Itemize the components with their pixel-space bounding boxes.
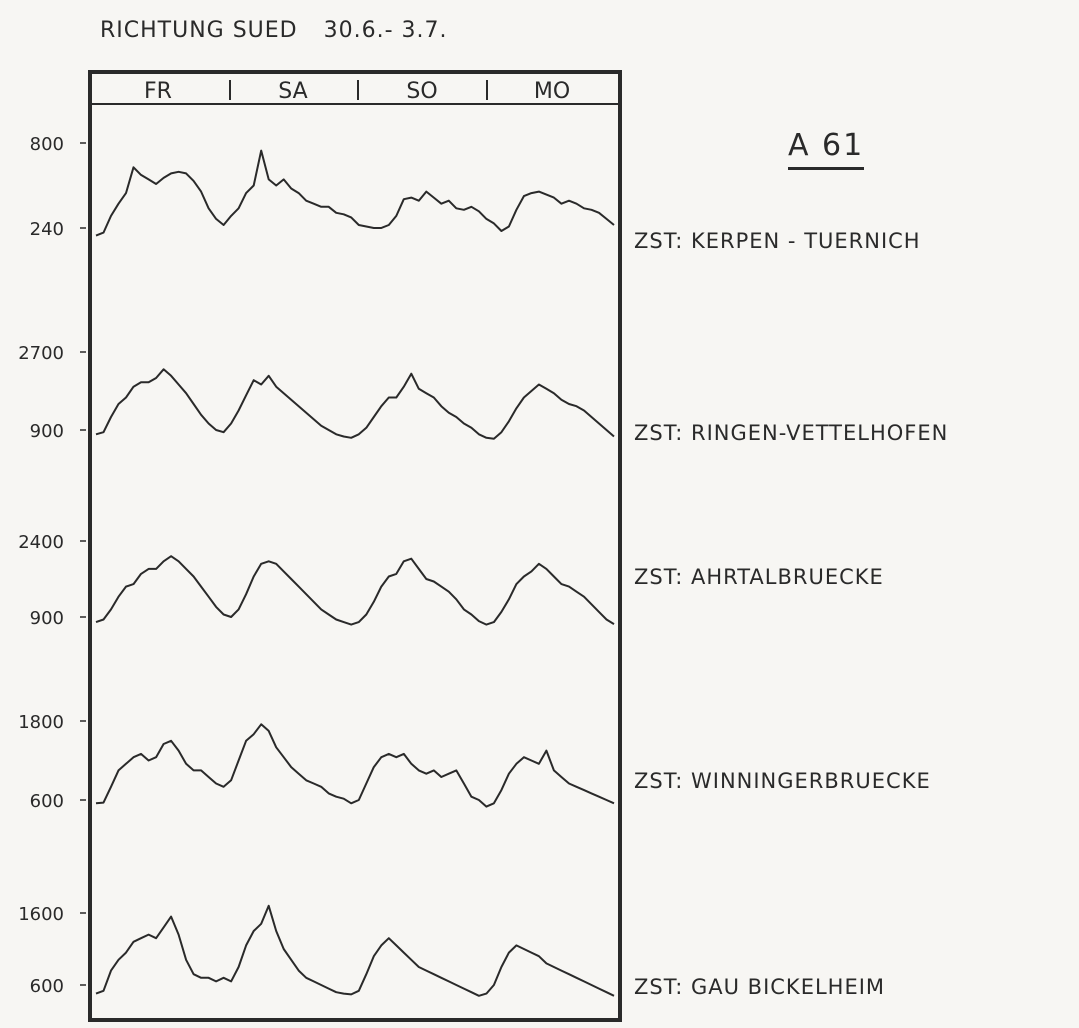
chart-title: RICHTUNG SUED 30.6.- 3.7. bbox=[100, 18, 448, 43]
station-label-2: ZST: RINGEN-VETTELHOFEN bbox=[634, 421, 948, 445]
ytick-label-5-2: 600 bbox=[30, 976, 64, 997]
ytick-label-1-2: 240 bbox=[30, 219, 64, 240]
station-label-5: ZST: GAU BICKELHEIM bbox=[634, 975, 885, 999]
station-label-3: ZST: AHRTALBRUECKE bbox=[634, 565, 884, 589]
series-line-5 bbox=[95, 904, 615, 997]
series-line-3 bbox=[95, 555, 615, 626]
station-label-4: ZST: WINNINGERBRUECKE bbox=[634, 769, 931, 793]
day-label-mo: MO bbox=[534, 79, 570, 104]
route-label: A 61 bbox=[788, 128, 865, 170]
ytick-label-2-1: 2700 bbox=[18, 343, 64, 364]
date-range-label: 30.6.- 3.7. bbox=[323, 18, 448, 43]
ytick-label-4-1: 1800 bbox=[18, 712, 64, 733]
ytick-label-2-2: 900 bbox=[30, 421, 64, 442]
direction-label: RICHTUNG SUED bbox=[100, 18, 298, 43]
ytick-label-3-2: 900 bbox=[30, 608, 64, 629]
chart-frame bbox=[88, 70, 622, 1022]
ytick-label-5-1: 1600 bbox=[18, 904, 64, 925]
series-line-2 bbox=[95, 368, 615, 440]
series-line-4 bbox=[95, 723, 615, 808]
ytick-label-1-1: 800 bbox=[30, 134, 64, 155]
day-label-fr: FR bbox=[144, 79, 172, 104]
series-line-1 bbox=[95, 149, 615, 237]
ytick-label-3-1: 2400 bbox=[18, 532, 64, 553]
ytick-label-4-2: 600 bbox=[30, 791, 64, 812]
station-label-1: ZST: KERPEN - TUERNICH bbox=[634, 229, 921, 253]
day-label-sa: SA bbox=[278, 79, 307, 104]
day-label-so: SO bbox=[406, 79, 437, 104]
